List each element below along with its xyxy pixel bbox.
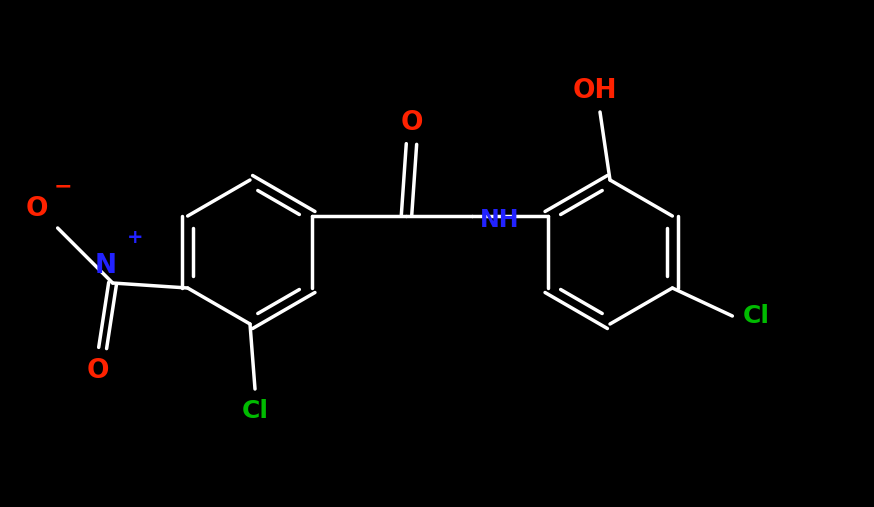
Text: NH: NH	[481, 208, 520, 232]
Text: O: O	[87, 358, 109, 384]
Text: −: −	[53, 176, 72, 196]
Text: Cl: Cl	[241, 399, 268, 423]
Text: Cl: Cl	[742, 304, 769, 328]
Text: O: O	[25, 196, 48, 222]
Text: O: O	[400, 110, 423, 136]
Text: +: +	[127, 228, 143, 247]
Text: N: N	[94, 253, 116, 279]
Text: OH: OH	[572, 78, 617, 104]
